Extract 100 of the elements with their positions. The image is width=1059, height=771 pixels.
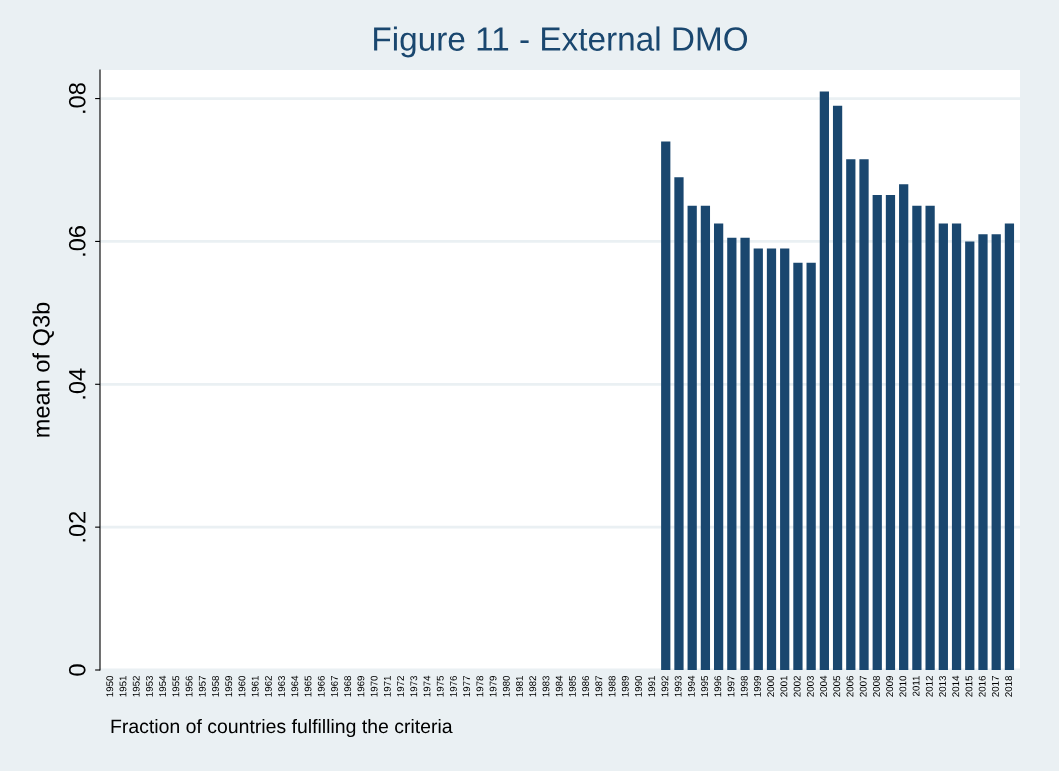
bar xyxy=(938,223,948,670)
x-tick-label: 1956 xyxy=(185,675,193,697)
x-tick-label: 1979 xyxy=(489,676,497,697)
x-tick-label: 1993 xyxy=(674,675,682,697)
x-tick-label: 1987 xyxy=(595,676,603,697)
x-tick-label: 1960 xyxy=(238,675,246,697)
x-tick-label: 1972 xyxy=(397,676,404,697)
x-tick-label: 1968 xyxy=(344,675,352,697)
x-tick-label: 1984 xyxy=(555,675,563,697)
y-tick-label: 0 xyxy=(68,664,86,676)
x-tick-label: 1997 xyxy=(727,676,735,697)
x-tick-label: 1963 xyxy=(278,675,286,697)
x-tick-label: 1950 xyxy=(106,675,114,697)
bar xyxy=(766,248,777,670)
bar xyxy=(832,105,843,670)
x-tick-label: 2004 xyxy=(820,675,827,697)
y-tick-label: .02 xyxy=(68,511,86,542)
bar xyxy=(925,205,935,670)
x-tick-label: 1953 xyxy=(145,675,153,697)
y-axis-title: mean of Q3b xyxy=(32,302,54,437)
x-tick-label: 1959 xyxy=(225,676,233,697)
x-tick-label: 1951 xyxy=(119,676,127,697)
x-tick-label: 2000 xyxy=(767,675,775,697)
x-tick-label: 1965 xyxy=(304,675,312,697)
bar xyxy=(872,195,882,670)
bar xyxy=(674,177,684,670)
x-tick-label: 1990 xyxy=(635,675,642,697)
x-tick-label: 1985 xyxy=(568,675,576,697)
bar xyxy=(951,223,962,670)
x-tick-label: 1955 xyxy=(172,675,180,697)
x-tick-label: 2014 xyxy=(952,675,960,697)
x-tick-label: 2002 xyxy=(793,676,801,697)
bar xyxy=(740,237,750,670)
x-tick-label: 1957 xyxy=(198,676,206,697)
y-tick-label: .04 xyxy=(68,368,86,399)
x-tick-label: 1978 xyxy=(476,675,484,697)
x-tick-label: 2005 xyxy=(833,675,841,697)
x-tick-label: 2007 xyxy=(859,676,867,697)
x-tick-label: 2012 xyxy=(925,676,933,697)
x-tick-label: 2016 xyxy=(978,675,986,697)
x-tick-label: 1966 xyxy=(317,675,325,697)
x-tick-label: 1999 xyxy=(754,676,761,697)
bar xyxy=(819,91,829,670)
x-tick-label: 2008 xyxy=(872,675,880,697)
x-tick-label: 1986 xyxy=(582,675,590,697)
bar xyxy=(661,141,671,670)
bar xyxy=(700,205,711,670)
text: Fraction of countries fulfilling the criteria xyxy=(111,718,453,738)
x-tick-label: 1995 xyxy=(701,675,709,697)
x-tick-label: 1969 xyxy=(357,676,365,697)
x-tick-label: 1954 xyxy=(159,675,167,697)
x-tick-label: 1977 xyxy=(463,676,471,697)
x-tick-label: 1952 xyxy=(132,676,140,697)
bar xyxy=(793,262,803,670)
x-tick-label: 1982 xyxy=(529,676,537,697)
x-tick-label: 1964 xyxy=(291,675,299,697)
x-tick-label: 2009 xyxy=(886,676,894,697)
bar xyxy=(727,237,737,670)
bar xyxy=(885,195,896,670)
x-tick-label: 2010 xyxy=(899,675,907,697)
y-tick-label: .06 xyxy=(68,226,86,256)
x-tick-label: 1996 xyxy=(714,675,722,697)
bar xyxy=(965,241,975,670)
x-tick-label: 1971 xyxy=(383,676,391,697)
x-tick-label: 1994 xyxy=(687,675,695,697)
x-tick-label: 1998 xyxy=(740,675,748,697)
bar xyxy=(713,223,724,670)
x-tick-label: 1988 xyxy=(608,675,616,697)
bar xyxy=(899,184,909,670)
x-tick-label: 2015 xyxy=(965,675,973,697)
chart-title: Figure 11 - External DMO xyxy=(374,26,748,58)
x-tick-label: 1970 xyxy=(370,675,378,697)
x-tick-label: 1958 xyxy=(212,675,219,697)
x-tick-label: 1980 xyxy=(502,675,510,697)
bar xyxy=(859,159,869,670)
x-tick-label: 2013 xyxy=(939,675,946,697)
x-tick-label: 2006 xyxy=(846,675,854,697)
bar xyxy=(687,205,697,670)
bar xyxy=(991,234,1001,670)
x-tick-label: 2003 xyxy=(806,675,814,697)
bar xyxy=(780,248,790,670)
bar xyxy=(912,205,922,670)
bar xyxy=(1004,223,1015,670)
x-tick-label: 1961 xyxy=(251,676,259,697)
x-tick-label: 1989 xyxy=(621,676,629,697)
x-tick-label: 1973 xyxy=(410,675,418,697)
x-tick-label: 2018 xyxy=(1005,675,1013,697)
x-tick-label: 1967 xyxy=(331,676,338,697)
x-tick-label: 1991 xyxy=(648,676,656,697)
bar xyxy=(806,262,816,670)
bar xyxy=(978,234,988,670)
x-tick-label: 1974 xyxy=(423,675,431,697)
bar xyxy=(753,248,763,670)
x-tick-label: 1962 xyxy=(264,676,272,697)
x-tick-label: 1992 xyxy=(661,676,669,697)
x-tick-label: 2011 xyxy=(912,676,920,696)
bar xyxy=(846,159,856,670)
x-tick-label: 2017 xyxy=(991,676,999,697)
y-tick-label: .08 xyxy=(68,83,86,113)
x-tick-label: 1981 xyxy=(516,676,523,697)
